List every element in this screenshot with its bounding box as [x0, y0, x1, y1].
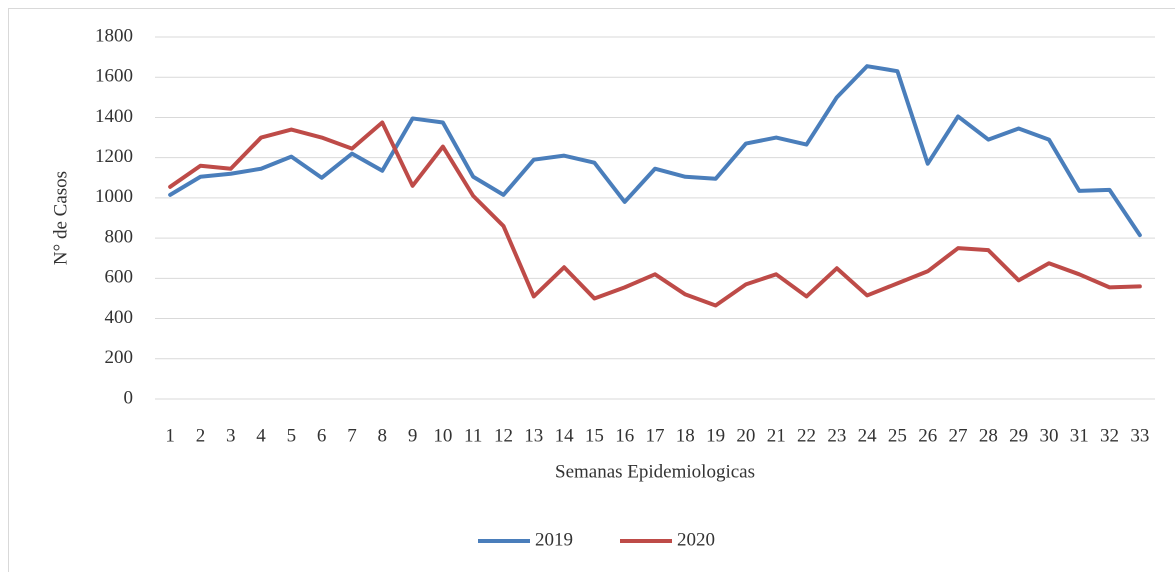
y-tick-label: 1400	[95, 106, 133, 127]
x-tick-label: 4	[256, 425, 266, 446]
x-tick-label: 15	[585, 425, 604, 446]
y-axis-title: N° de Casos	[50, 171, 71, 265]
chart-border	[9, 9, 1175, 573]
x-tick-label: 23	[827, 425, 846, 446]
x-tick-label: 16	[615, 425, 634, 446]
y-tick-label: 400	[105, 307, 134, 328]
legend-label: 2019	[535, 529, 573, 550]
x-tick-label: 12	[494, 425, 513, 446]
y-tick-label: 800	[105, 226, 134, 247]
y-tick-label: 0	[124, 387, 134, 408]
x-tick-label: 24	[858, 425, 878, 446]
x-tick-label: 13	[524, 425, 543, 446]
x-tick-label: 6	[317, 425, 327, 446]
x-tick-label: 8	[378, 425, 388, 446]
x-tick-label: 7	[347, 425, 357, 446]
x-tick-label: 3	[226, 425, 236, 446]
x-tick-label: 2	[196, 425, 206, 446]
x-tick-label: 19	[706, 425, 725, 446]
x-tick-label: 9	[408, 425, 418, 446]
x-tick-label: 21	[767, 425, 786, 446]
x-tick-label: 27	[949, 425, 968, 446]
x-tick-label: 33	[1130, 425, 1149, 446]
x-tick-label: 20	[736, 425, 755, 446]
y-tick-label: 200	[105, 347, 134, 368]
y-tick-label: 600	[105, 267, 134, 288]
x-tick-label: 10	[433, 425, 452, 446]
y-tick-label: 1800	[95, 25, 133, 46]
x-tick-label: 5	[287, 425, 297, 446]
x-tick-label: 30	[1039, 425, 1058, 446]
y-tick-label: 1600	[95, 66, 133, 87]
y-tick-label: 1200	[95, 146, 133, 167]
x-tick-label: 26	[918, 425, 937, 446]
x-tick-label: 22	[797, 425, 816, 446]
x-axis-title: Semanas Epidemiologicas	[555, 461, 755, 482]
x-tick-label: 1	[165, 425, 175, 446]
x-tick-label: 25	[888, 425, 907, 446]
x-tick-label: 31	[1070, 425, 1089, 446]
legend-label: 2020	[677, 529, 715, 550]
x-tick-label: 11	[464, 425, 482, 446]
x-tick-label: 29	[1009, 425, 1028, 446]
x-tick-label: 17	[646, 425, 665, 446]
x-tick-label: 18	[676, 425, 695, 446]
x-tick-label: 32	[1100, 425, 1119, 446]
y-tick-label: 1000	[95, 186, 133, 207]
x-tick-label: 14	[555, 425, 575, 446]
x-tick-label: 28	[979, 425, 998, 446]
